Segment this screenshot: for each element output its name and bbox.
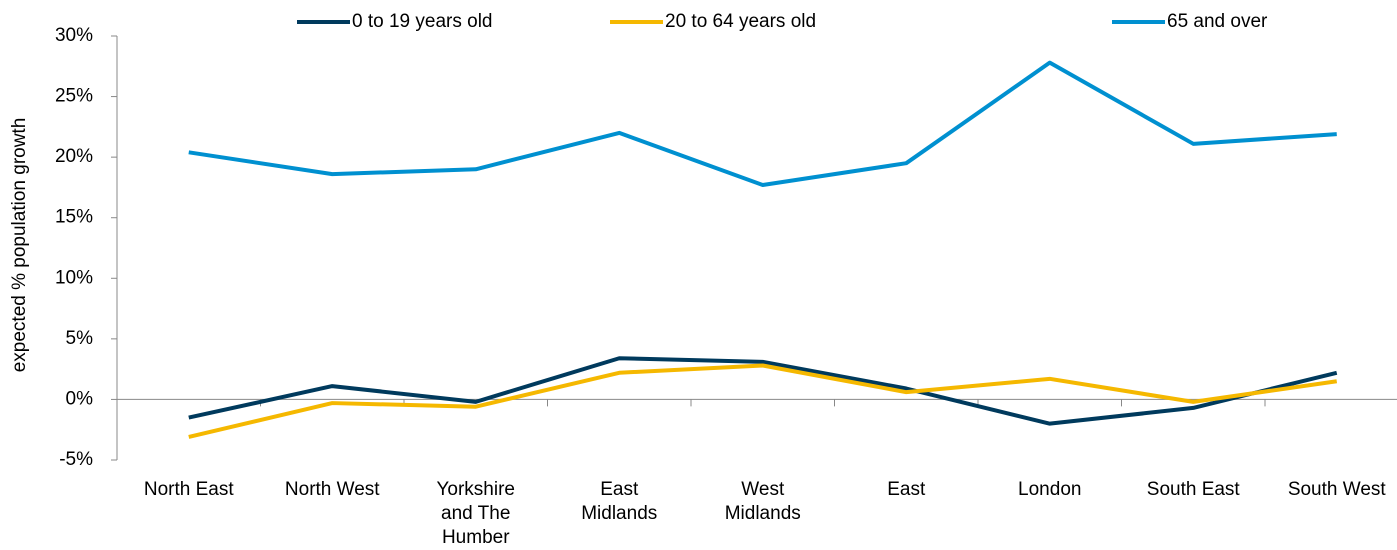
x-tick-label: North East — [144, 479, 234, 500]
x-tick-label: North West — [285, 479, 380, 500]
series-line — [188, 363, 1338, 439]
x-tick-label-line: East — [600, 479, 639, 500]
legend-label: 65 and over — [1167, 11, 1268, 32]
legend-label: 0 to 19 years old — [352, 11, 492, 32]
x-tick-label: Yorkshire and The Humber — [436, 479, 515, 548]
series-line — [188, 60, 1337, 188]
legend-label: 20 to 64 years old — [665, 11, 816, 32]
y-tick-label: 30% — [55, 25, 93, 46]
y-axis-label: expected % population growth — [9, 118, 30, 373]
x-tick-label-line: West — [741, 479, 785, 500]
x-tick-label-line: Yorkshire — [436, 479, 515, 500]
y-tick-label: 15% — [55, 207, 93, 228]
y-tick-label: 20% — [55, 146, 93, 167]
x-tick-label: East — [887, 479, 926, 500]
x-tick-label-line: and The — [441, 503, 510, 524]
x-tick-label: East Midlands — [581, 479, 657, 524]
x-tick-label: South West — [1288, 479, 1387, 500]
x-tick-label: London — [1018, 479, 1081, 500]
y-tick-label: -5% — [59, 449, 93, 470]
y-tick-label: 25% — [55, 86, 93, 107]
x-tick-label: West Midlands — [725, 479, 801, 524]
y-tick-label: 0% — [66, 388, 94, 409]
x-tick-label-line: Midlands — [725, 503, 801, 524]
x-tick-label-line: Midlands — [581, 503, 657, 524]
series-line — [188, 356, 1338, 426]
y-tick-label: 5% — [66, 328, 94, 349]
y-tick-label: 10% — [55, 267, 93, 288]
x-tick-label-line: Humber — [442, 527, 510, 548]
x-tick-label: South East — [1147, 479, 1241, 500]
